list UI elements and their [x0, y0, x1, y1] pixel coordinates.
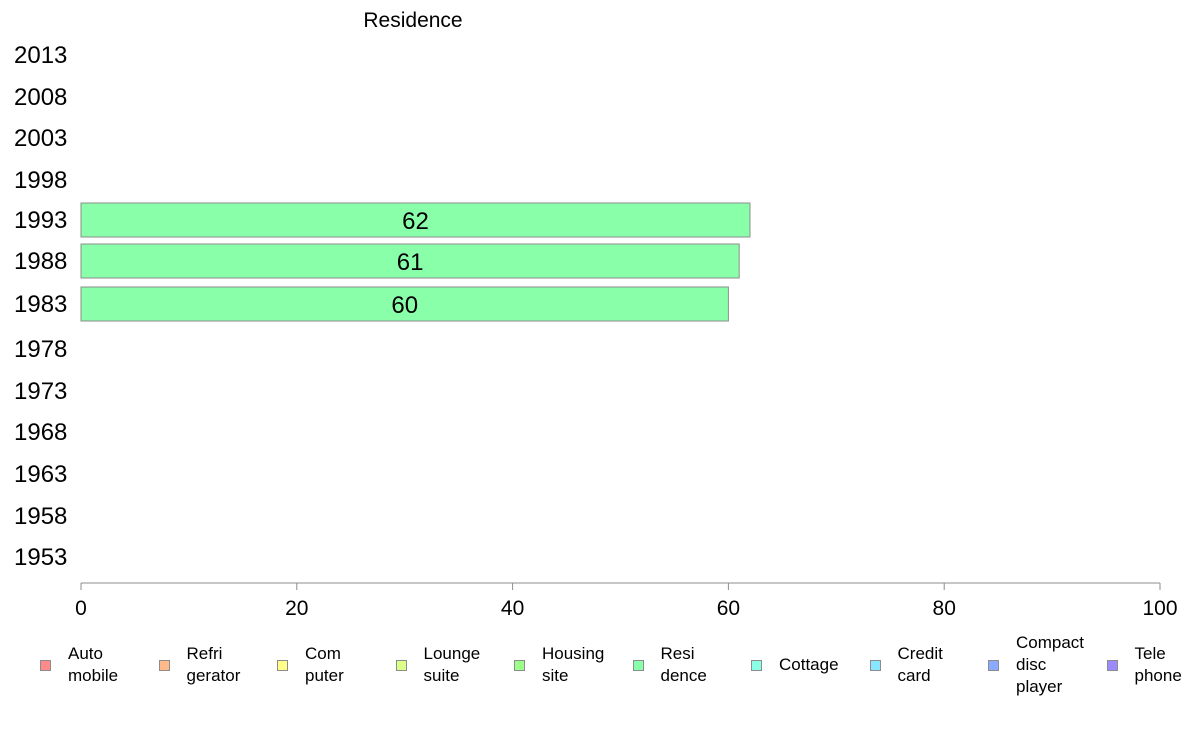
chart-title: Residence	[363, 9, 462, 32]
x-tick-label-100: 100	[1142, 597, 1177, 620]
y-tick-label-2003: 2003	[14, 125, 67, 152]
legend-swatch	[277, 659, 288, 671]
y-tick-label-2013: 2013	[14, 42, 67, 69]
legend-item: Credit card	[869, 630, 943, 700]
legend-label: Auto mobile	[68, 644, 119, 685]
legend-label: Compact disc player	[1016, 633, 1085, 696]
legend-label: Refri gerator	[186, 644, 241, 685]
y-tick-label-1978: 1978	[14, 336, 67, 363]
legend-label: Tele phone	[1134, 644, 1182, 685]
legend-item: Cottage	[751, 630, 839, 700]
x-tick-label-80: 80	[933, 597, 956, 620]
legend-label: Com puter	[305, 644, 344, 685]
legend-item: Lounge suite	[395, 630, 481, 700]
legend-swatch	[40, 659, 51, 671]
x-axis: 0 20 40 60 80 100	[75, 582, 1178, 620]
bars	[80, 202, 751, 322]
legend-item: Tele phone	[1106, 630, 1182, 700]
legend-label: Cottage	[779, 655, 839, 674]
legend-label: Resi dence	[660, 644, 707, 685]
legend-swatch	[869, 659, 881, 671]
y-tick-label-1993: 1993	[14, 207, 67, 234]
y-tick-label-1988: 1988	[14, 248, 67, 275]
bar-value-labels: 62 61 60	[391, 208, 428, 319]
legend-item: Com puter	[277, 630, 344, 700]
bar-1993	[80, 202, 751, 238]
legend-swatch	[632, 659, 644, 671]
legend: Auto mobile Refri gerator Com puter Lounge …	[0, 630, 1188, 700]
y-tick-label-1998: 1998	[14, 167, 67, 194]
bar-label-1983: 60	[391, 292, 418, 319]
legend-item: Auto mobile	[40, 630, 118, 700]
y-axis-labels: 2013 2008 2003 1998 1993 1988 1983 1978 1973 1968…	[14, 42, 67, 571]
y-tick-label-1953: 1953	[14, 544, 67, 571]
legend-swatch	[514, 659, 525, 671]
legend-swatch	[988, 659, 999, 671]
y-tick-label-2008: 2008	[14, 84, 67, 111]
x-tick-label-60: 60	[717, 597, 740, 620]
legend-swatch	[1106, 659, 1118, 671]
bar-label-1993: 62	[402, 208, 429, 235]
x-tick-label-0: 0	[75, 597, 87, 620]
legend-label: Housing site	[542, 644, 605, 685]
legend-item: Compact disc player	[988, 630, 1084, 700]
y-tick-label-1963: 1963	[14, 461, 67, 488]
y-tick-label-1983: 1983	[14, 291, 67, 318]
legend-label: Lounge suite	[423, 644, 481, 685]
bar-1983	[80, 286, 729, 322]
bar-1988	[80, 243, 740, 279]
legend-swatch	[395, 659, 407, 671]
legend-swatch	[751, 659, 762, 671]
y-tick-label-1958: 1958	[14, 503, 67, 530]
bar-label-1988: 61	[397, 249, 424, 276]
legend-label: Credit card	[897, 644, 943, 685]
x-tick-label-20: 20	[285, 597, 308, 620]
y-tick-label-1973: 1973	[14, 378, 67, 405]
legend-item: Housing site	[514, 630, 604, 700]
legend-swatch	[158, 659, 170, 671]
x-tick-label-40: 40	[501, 597, 524, 620]
y-tick-label-1968: 1968	[14, 419, 67, 446]
legend-item: Refri gerator	[158, 630, 241, 700]
legend-item: Resi dence	[632, 630, 707, 700]
